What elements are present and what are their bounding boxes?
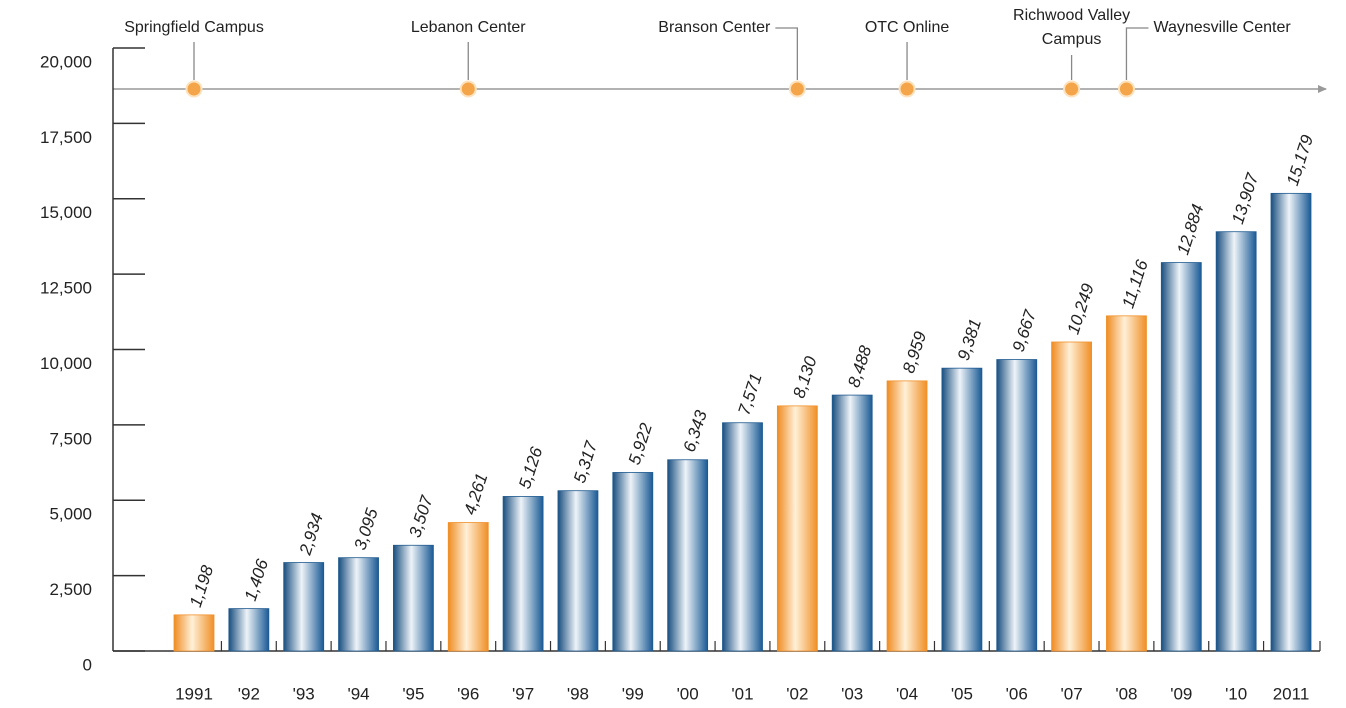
x-tick-label: '09 bbox=[1170, 684, 1192, 703]
value-label: 15,179 bbox=[1283, 132, 1317, 188]
x-tick-label: '97 bbox=[512, 684, 534, 703]
milestone-label: Waynesville Center bbox=[1153, 19, 1291, 36]
bar bbox=[886, 380, 928, 652]
bar bbox=[338, 557, 379, 652]
x-tick-label: '94 bbox=[347, 684, 369, 703]
value-label: 4,261 bbox=[460, 471, 491, 517]
milestone-label: Springfield Campus bbox=[124, 19, 264, 36]
x-tick-label: '95 bbox=[402, 684, 424, 703]
milestone-dot bbox=[1063, 80, 1081, 98]
y-tick-label: 0 bbox=[83, 655, 92, 674]
bar bbox=[1106, 315, 1147, 652]
value-label: 5,126 bbox=[515, 444, 546, 491]
x-tick-label: '03 bbox=[841, 684, 863, 703]
x-tick-label: 1991 bbox=[175, 684, 213, 703]
x-tick-label: '99 bbox=[622, 684, 644, 703]
value-label: 9,381 bbox=[954, 316, 985, 362]
value-label: 9,667 bbox=[1009, 307, 1040, 354]
milestone-dot bbox=[1117, 80, 1135, 98]
x-tick-label: '07 bbox=[1061, 684, 1083, 703]
y-tick-label: 2,500 bbox=[49, 580, 92, 599]
value-label: 3,095 bbox=[351, 505, 382, 552]
bar bbox=[831, 394, 873, 652]
y-tick-label: 15,000 bbox=[40, 203, 92, 222]
milestone-label: OTC Online bbox=[865, 19, 950, 36]
x-tick-label: '04 bbox=[896, 684, 918, 703]
bar bbox=[557, 490, 599, 652]
value-label: 6,343 bbox=[680, 408, 711, 455]
milestone-label: Lebanon Center bbox=[411, 19, 526, 36]
value-label: 3,507 bbox=[405, 493, 436, 540]
bar bbox=[722, 422, 763, 652]
bar bbox=[1215, 231, 1257, 652]
bar bbox=[173, 614, 215, 652]
milestone-dot bbox=[185, 80, 203, 98]
connector bbox=[775, 27, 798, 80]
value-label: 1,198 bbox=[186, 563, 217, 610]
bar bbox=[612, 472, 654, 652]
x-tick-label: '98 bbox=[567, 684, 589, 703]
bar bbox=[1270, 192, 1312, 652]
value-label: 2,934 bbox=[295, 511, 327, 558]
value-label: 10,249 bbox=[1064, 281, 1098, 337]
bar bbox=[996, 359, 1038, 652]
bar bbox=[502, 496, 544, 652]
y-tick-label: 10,000 bbox=[40, 354, 92, 373]
y-tick-label: 7,500 bbox=[49, 429, 92, 448]
y-tick-label: 20,000 bbox=[40, 52, 92, 71]
x-tick-label: '02 bbox=[786, 684, 808, 703]
bar bbox=[1160, 262, 1202, 652]
x-tick-label: '96 bbox=[457, 684, 479, 703]
milestone-label: Richwood Valley bbox=[1013, 7, 1130, 24]
x-tick-label: '10 bbox=[1225, 684, 1247, 703]
value-label: 8,959 bbox=[899, 329, 930, 376]
x-tick-label: '01 bbox=[731, 684, 753, 703]
connector bbox=[1125, 27, 1149, 80]
value-label: 11,116 bbox=[1118, 257, 1152, 310]
bar bbox=[941, 367, 983, 652]
value-label: 5,317 bbox=[570, 438, 601, 485]
bar bbox=[228, 608, 270, 652]
x-tick-label: '06 bbox=[1006, 684, 1028, 703]
value-label: 13,907 bbox=[1228, 170, 1262, 226]
value-label: 7,571 bbox=[734, 371, 765, 417]
bar bbox=[447, 522, 489, 652]
bar bbox=[392, 544, 434, 652]
x-tick-label: '93 bbox=[293, 684, 315, 703]
y-tick-label: 5,000 bbox=[49, 505, 92, 524]
bar bbox=[1051, 341, 1092, 652]
value-label: 8,488 bbox=[844, 343, 875, 390]
milestone-dot bbox=[788, 80, 806, 98]
milestone-label: Campus bbox=[1042, 31, 1102, 48]
bar bbox=[283, 562, 325, 652]
value-label: 1,406 bbox=[241, 556, 272, 603]
bar bbox=[667, 459, 709, 652]
bar bbox=[776, 405, 818, 652]
x-tick-label: '00 bbox=[677, 684, 699, 703]
milestone-dot bbox=[898, 80, 916, 98]
value-label: 8,130 bbox=[789, 354, 820, 401]
x-tick-label: '05 bbox=[951, 684, 973, 703]
y-tick-label: 17,500 bbox=[40, 128, 92, 147]
milestone-dot bbox=[459, 80, 477, 98]
value-label: 12,884 bbox=[1173, 202, 1207, 257]
y-tick-label: 12,500 bbox=[40, 279, 92, 298]
milestone-label: Branson Center bbox=[658, 19, 771, 36]
x-tick-label: '08 bbox=[1115, 684, 1137, 703]
x-tick-label: 2011 bbox=[1273, 684, 1310, 703]
value-label: 5,922 bbox=[625, 420, 656, 467]
x-tick-label: '92 bbox=[238, 684, 260, 703]
